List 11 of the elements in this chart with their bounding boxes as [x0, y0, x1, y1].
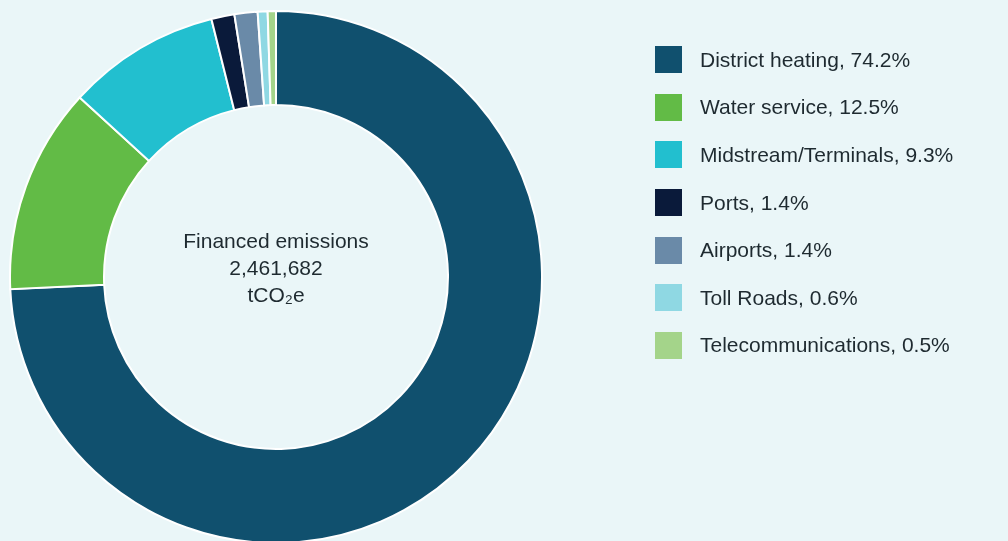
text: Financed emissions [183, 229, 369, 252]
legend-label: Toll Roads, 0.6% [700, 285, 858, 310]
legend-label: Airports, 1.4% [700, 238, 832, 263]
legend-label: Telecommunications, 0.5% [700, 333, 950, 358]
text: 2,461,682 [229, 256, 323, 279]
legend-label: Ports, 1.4% [700, 190, 809, 215]
donut-slice [9, 10, 543, 541]
legend-label: District heating, 74.2% [700, 47, 911, 72]
text: tCO₂e [247, 283, 305, 306]
legend-label: Midstream/Terminals, 9.3% [700, 142, 954, 167]
legend-label: Water service, 12.5% [700, 95, 899, 120]
